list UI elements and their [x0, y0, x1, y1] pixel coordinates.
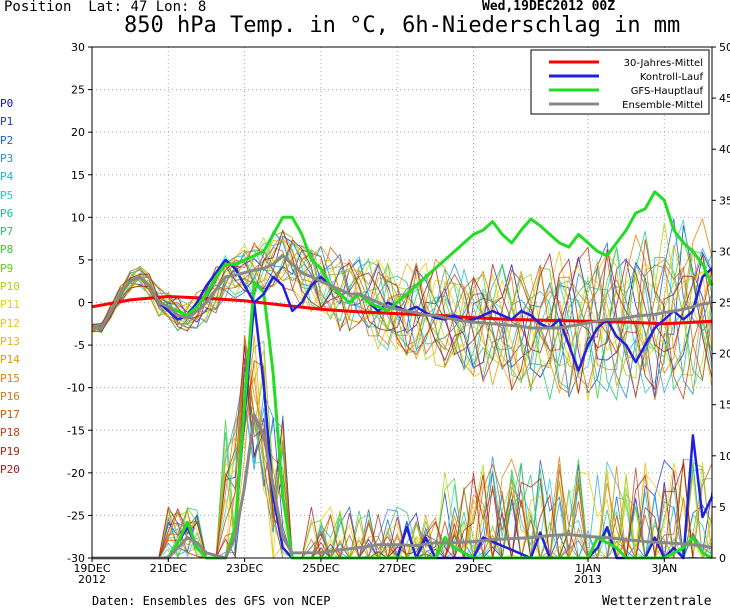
- x-axis-label: 27DEC: [379, 562, 416, 575]
- member-temp-line: [91, 239, 713, 356]
- left-axis-label: -20: [67, 467, 85, 480]
- precip-series-ensemble-mittel: [92, 413, 713, 560]
- right-axis-label: 10: [719, 450, 730, 463]
- x-axis-label: 25DEC: [302, 562, 339, 575]
- longitude-label: Lon: 8: [155, 0, 207, 15]
- right-axis-label: 15: [719, 399, 730, 412]
- member-label: P20: [0, 463, 20, 476]
- latitude-label: Lat: 47: [88, 0, 148, 15]
- left-axis-label: 15: [71, 169, 85, 182]
- left-axis-label: -30: [67, 552, 85, 565]
- member-label: P17: [0, 408, 20, 422]
- left-axis-label: -5: [74, 339, 85, 352]
- member-temp-line: [91, 231, 713, 384]
- position-label: Position: [4, 0, 72, 15]
- position-header: Position Lat: 47 Lon: 8: [4, 0, 206, 15]
- member-label: P8: [0, 243, 14, 257]
- x-axis-label: 3JAN: [651, 562, 677, 575]
- member-label: P11: [0, 298, 20, 312]
- member-temp-line: [91, 222, 713, 390]
- member-label: P9: [0, 261, 14, 275]
- left-axis-label: 20: [71, 126, 85, 139]
- left-axis-label: 25: [71, 84, 85, 97]
- left-axis-label: -15: [67, 424, 85, 437]
- legend-label: Ensemble-Mittel: [622, 100, 703, 111]
- legend-label: Kontroll-Lauf: [640, 72, 704, 83]
- member-precip-line: [92, 393, 713, 559]
- right-axis-label: 25: [719, 297, 730, 310]
- x-axis-label: 21DEC: [150, 562, 187, 575]
- x-axis-label: 29DEC: [455, 562, 492, 575]
- x-axis-label: 23DEC: [226, 562, 263, 575]
- member-label: P16: [0, 389, 20, 403]
- left-axis-label: 30: [71, 41, 85, 54]
- x-axis-label: 1JAN: [575, 562, 601, 575]
- member-temp-line: [91, 237, 713, 400]
- member-label: P4: [0, 170, 14, 184]
- right-axis-label: 50: [719, 41, 730, 54]
- main-series: [91, 190, 714, 560]
- temp-series-ensemble-mittel: [92, 254, 713, 330]
- x-axis-year-label: 2012: [78, 573, 106, 586]
- member-precip-line: [92, 362, 713, 560]
- member-label: P5: [0, 188, 14, 202]
- legend-label: GFS-Hauptlauf: [631, 86, 704, 97]
- member-lines: [91, 217, 713, 560]
- member-label: P3: [0, 151, 14, 165]
- left-axis-label: 0: [78, 297, 85, 310]
- member-temp-line: [91, 241, 713, 399]
- right-axis-label: 45: [719, 92, 730, 105]
- member-label: P1: [0, 115, 14, 129]
- x-axis-label: 19DEC: [73, 562, 110, 575]
- right-axis-label: 0: [719, 552, 726, 565]
- right-axis-label: 35: [719, 194, 730, 207]
- member-label: P12: [0, 316, 20, 330]
- member-label: P10: [0, 280, 20, 293]
- axes: 302520151050-5-10-15-20-25-3050454035302…: [67, 41, 730, 586]
- member-label: P13: [0, 334, 20, 348]
- member-label: P18: [0, 426, 20, 440]
- brand-label: Wetterzentrale: [602, 594, 712, 609]
- right-axis-label: 40: [719, 143, 730, 156]
- right-axis-label: 20: [719, 348, 730, 361]
- member-label: P14: [0, 353, 20, 367]
- member-label: P19: [0, 444, 20, 458]
- left-axis-label: 5: [78, 254, 85, 267]
- data-source: Daten: Ensembles des GFS von NCEP: [92, 594, 331, 608]
- left-axis-label: -25: [67, 509, 85, 522]
- chart-title: 850 hPa Temp. in °C, 6h-Niederschlag in …: [124, 13, 681, 38]
- member-temp-line: [91, 246, 713, 399]
- left-axis-label: 10: [71, 211, 85, 224]
- left-axis-label: -10: [67, 382, 85, 395]
- member-label: P6: [0, 206, 14, 220]
- right-axis-label: 5: [719, 501, 726, 514]
- x-axis-year-label: 2013: [574, 573, 602, 586]
- temp-series-gfs-hauptlauf: [92, 190, 714, 330]
- member-label: P15: [0, 371, 20, 385]
- legend: 30-Jahres-Mittel Kontroll-Lauf GFS-Hauptla…: [530, 49, 710, 115]
- member-temp-line: [91, 249, 713, 378]
- member-label: P2: [0, 133, 14, 147]
- member-label: P0: [0, 97, 14, 110]
- run-date: Wed,19DEC2012 00Z: [482, 0, 616, 14]
- legend-label: 30-Jahres-Mittel: [624, 58, 703, 69]
- member-label: P7: [0, 225, 14, 239]
- right-axis-label: 30: [719, 245, 730, 258]
